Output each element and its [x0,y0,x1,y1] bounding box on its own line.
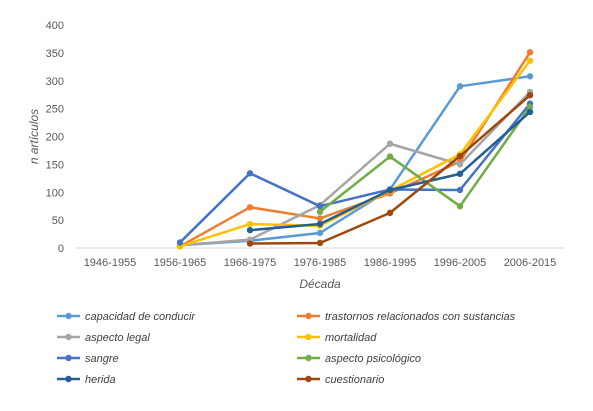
y-axis-title: n artículos [27,109,41,164]
y-tick-label: 350 [46,48,64,60]
series-line [179,91,531,247]
data-point [316,215,324,222]
legend-item: sangre [57,353,119,365]
legend-item: cuestionario [297,374,384,386]
x-tick-label: 1946-1955 [84,257,137,269]
y-tick-label: 0 [58,243,64,255]
legend-item: herida [57,374,116,386]
y-axis-ticks: 0 50 100 150 200 250 300 350 400 [46,20,64,255]
x-axis-ticks: 1946-1955 1956-1965 1966-1975 1976-1985 1986… [84,257,557,269]
y-tick-label: 50 [52,215,64,227]
y-tick-label: 250 [46,104,64,116]
data-point [526,49,534,56]
x-tick-label: 1986-1995 [364,257,417,269]
data-point [526,108,534,116]
legend-label: trastornos relacionados con sustancias [325,311,516,323]
x-tick-label: 1966-1975 [224,257,277,269]
legend-label: aspecto legal [85,332,150,344]
y-tick-label: 200 [46,132,64,144]
series-trastornos-relacionados-con-sustancias [176,49,534,250]
series-herida [246,108,534,234]
legend-item: capacidad de conducir [57,311,196,323]
series-layer [176,49,534,250]
data-point [456,161,464,168]
y-tick-label: 150 [46,159,64,171]
data-point [246,220,254,228]
y-tick-label: 400 [46,20,64,32]
data-point [386,153,394,160]
legend-label: sangre [85,353,119,365]
series-capacidad-de-conducir [176,73,534,249]
data-point [456,186,464,194]
data-point [246,240,254,247]
legend-swatch-marker [305,312,312,320]
data-point [526,92,534,99]
legend-swatch-marker [65,312,72,320]
data-point [176,239,184,246]
legend-item: aspecto psicológico [297,353,421,365]
legend-swatch-marker [65,333,72,341]
legend-item: trastornos relacionados con sustancias [297,311,516,323]
legend-label: mortalidad [325,332,377,344]
data-point [456,152,464,160]
series-mortalidad [176,57,534,250]
legend-swatch-marker [305,333,312,341]
series-aspecto-legal [176,88,534,249]
legend-label: capacidad de conducir [85,311,196,323]
legend-item: aspecto legal [57,332,150,344]
legend-swatch-marker [65,375,72,383]
y-tick-label: 100 [46,187,64,199]
data-point [526,57,534,64]
data-point [526,103,534,111]
legend-label: cuestionario [325,374,384,386]
data-point [386,209,394,217]
y-tick-label: 300 [46,76,64,88]
legend-label: herida [85,374,116,386]
data-point [316,239,324,247]
data-point [456,170,464,178]
data-point [316,220,324,228]
legend-label: aspecto psicológico [325,353,421,365]
series-line [179,51,532,248]
series-line [179,102,531,244]
x-tick-label: 1976-1985 [294,257,347,269]
legend-swatch-marker [65,354,72,362]
data-point [456,83,464,90]
legend-swatch-marker [305,375,312,383]
legend-item: mortalidad [297,332,377,344]
data-point [386,140,394,147]
data-point [526,73,534,80]
series-line [179,75,531,247]
series-cuestionario [246,92,534,247]
data-point [246,226,254,234]
x-axis-title: Década [299,277,341,291]
data-point [456,202,464,210]
data-point [246,170,254,177]
legend: capacidad de conducir trastornos relacion… [57,311,516,386]
data-point [316,202,324,210]
data-point [316,229,324,237]
data-point [386,186,394,194]
data-point [246,204,254,211]
legend-swatch-marker [305,354,312,362]
x-tick-label: 1956-1965 [154,257,207,269]
x-tick-label: 1996-2005 [434,257,487,269]
data-point [316,208,324,215]
x-tick-label: 2006-2015 [504,257,557,269]
